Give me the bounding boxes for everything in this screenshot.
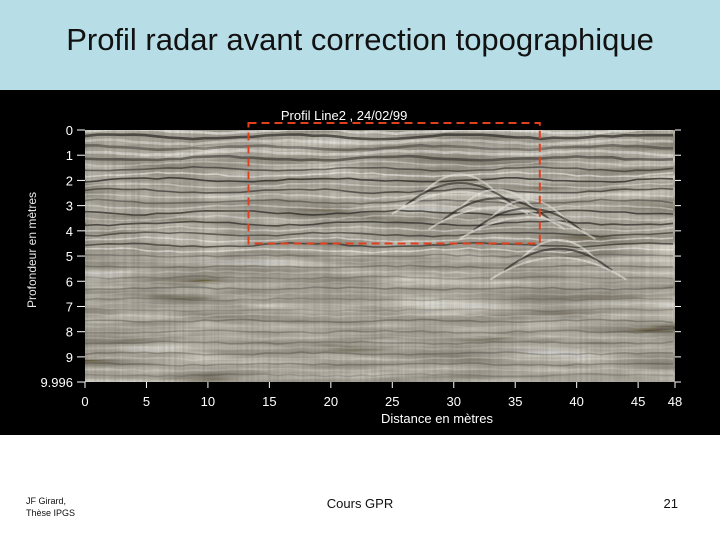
x-tick-label: 40: [569, 394, 583, 409]
footer-author-line1: JF Girard,: [26, 496, 67, 506]
page-number: 21: [663, 496, 678, 511]
slide-title: Profil radar avant correction topographi…: [66, 22, 654, 57]
footer-author: JF Girard, Thèse IPGS: [26, 495, 75, 519]
x-axis-ticks: 0 5 10 15 20 25 30 35 40 45 48: [81, 382, 682, 409]
y-axis-ticks: 0 1 2 3 4 5 6 7 8 9 9.996: [40, 123, 681, 390]
y-tick-label: 9.996: [40, 375, 73, 390]
y-axis-label: Profondeur en mètres: [25, 192, 39, 308]
y-tick-label: 7: [66, 299, 73, 314]
x-tick-label: 48: [668, 394, 682, 409]
radar-chart: Profil Line2 , 24/02/99 01234567899.996 …: [25, 108, 682, 426]
x-tick-label: 20: [324, 394, 338, 409]
y-tick-label: 3: [66, 199, 73, 214]
y-tick-label: 8: [66, 325, 73, 340]
y-tick-label: 9: [66, 350, 73, 365]
x-tick-label: 10: [201, 394, 215, 409]
radar-figure: Profil Line2 , 24/02/99 0 1 2 3 4 5 6 7 8 9 9.996 …: [0, 90, 720, 435]
y-tick-label: 2: [66, 173, 73, 188]
x-tick-label: 15: [262, 394, 276, 409]
title-band: [0, 0, 720, 90]
x-tick-label: 5: [143, 394, 150, 409]
y-tick-label: 6: [66, 274, 73, 289]
footer-author-line2: Thèse IPGS: [26, 508, 76, 518]
x-tick-label: 30: [447, 394, 461, 409]
x-tick-label: 35: [508, 394, 522, 409]
x-tick-label: 25: [385, 394, 399, 409]
y-tick-label: 1: [66, 148, 73, 163]
figure-title: Profil Line2 , 24/02/99: [281, 108, 407, 123]
y-tick-label: 5: [66, 249, 73, 264]
x-tick-label: 0: [81, 394, 88, 409]
radargram-streaks: [85, 130, 675, 382]
y-tick-label: 4: [66, 224, 73, 239]
footer-course: Cours GPR: [326, 496, 394, 511]
highlight-box: [247, 122, 541, 245]
x-tick-label: 45: [631, 394, 645, 409]
x-axis-label: Distance en mètres: [381, 411, 493, 426]
y-tick-label: 0: [66, 123, 73, 138]
